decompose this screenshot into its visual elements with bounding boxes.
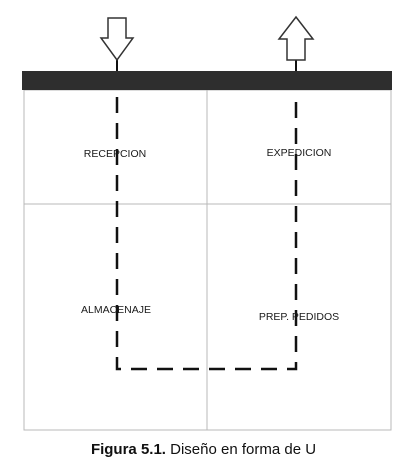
zone-label-prep-pedidos: PREP. PEDIDOS — [259, 311, 339, 323]
dock-bar — [22, 71, 392, 90]
zone-label-recepcion: RECEPCION — [84, 148, 146, 160]
zone-label-almacenaje: ALMACENAJE — [81, 304, 151, 316]
warehouse-grid — [23, 89, 392, 431]
u-layout-diagram: RECEPCION EXPEDICION ALMACENAJE PREP. PE… — [22, 15, 392, 431]
zone-label-expedicion: EXPEDICION — [267, 147, 332, 159]
figure-caption-text: Diseño en forma de U — [165, 441, 317, 458]
u-flow-path — [115, 92, 298, 371]
arrow-down-icon — [99, 17, 135, 62]
arrow-up-icon — [277, 15, 315, 61]
figure-caption: Figura 5.1. Diseño en forma de U — [0, 441, 407, 459]
figure-number: Figura 5.1. — [90, 441, 166, 458]
